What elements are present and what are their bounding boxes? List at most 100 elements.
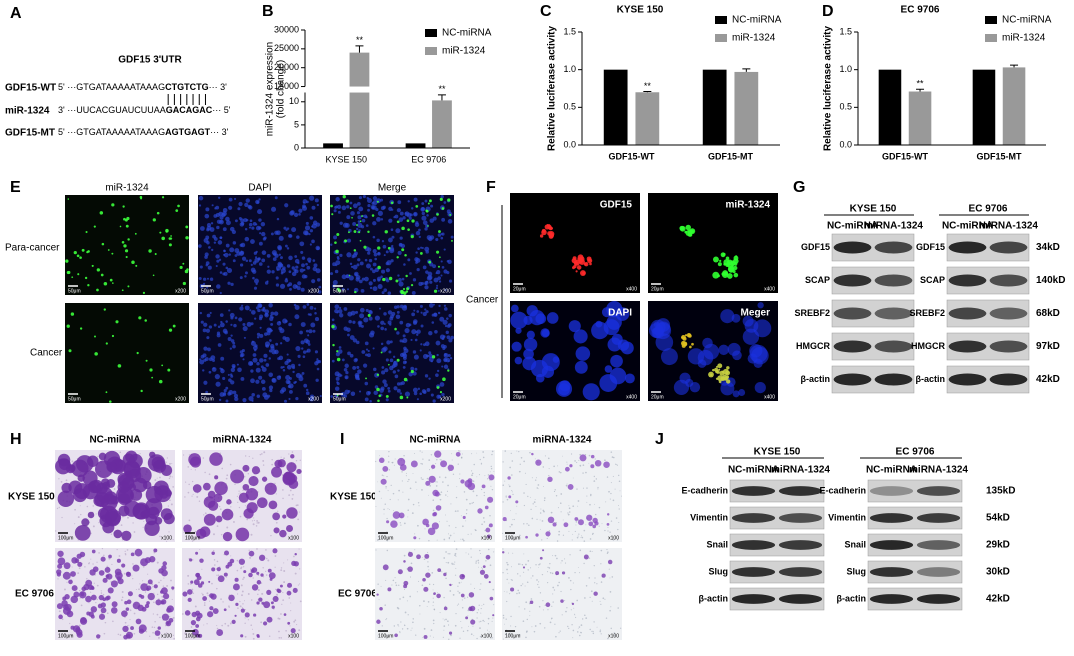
cell	[76, 553, 82, 559]
cell	[445, 618, 447, 621]
cell	[182, 262, 185, 265]
cell	[258, 218, 262, 222]
cell	[527, 560, 530, 562]
cell	[607, 637, 609, 640]
cell	[376, 216, 381, 222]
cell	[419, 252, 423, 255]
error-bar	[437, 94, 446, 101]
cell	[335, 197, 340, 202]
cell	[360, 225, 365, 229]
cell	[401, 340, 404, 343]
cell	[228, 253, 231, 256]
cell	[206, 241, 210, 245]
cell	[742, 315, 754, 327]
cell	[443, 353, 449, 358]
size-label: 29kD	[986, 540, 1010, 551]
cell	[130, 626, 134, 630]
cell	[56, 569, 62, 575]
cell	[57, 578, 59, 580]
cell	[284, 278, 289, 283]
cell	[605, 501, 607, 503]
cell	[478, 604, 480, 606]
cell	[230, 506, 232, 508]
cell	[415, 251, 418, 254]
cell	[447, 219, 453, 224]
error-bar	[742, 68, 751, 72]
cell	[111, 563, 113, 566]
cell	[165, 230, 168, 233]
cell	[560, 471, 562, 474]
cell	[518, 563, 520, 566]
cell	[288, 383, 294, 389]
cell	[476, 476, 478, 478]
cell	[216, 525, 219, 528]
cell	[502, 548, 504, 550]
column-label: miRNA-1324	[533, 435, 592, 446]
cell	[376, 238, 380, 243]
cell	[345, 199, 350, 203]
band	[948, 340, 987, 353]
cell	[502, 484, 505, 486]
cell	[557, 584, 559, 587]
cell	[453, 563, 455, 565]
cell	[165, 489, 172, 497]
cell	[190, 620, 197, 626]
cell	[481, 568, 483, 570]
cell	[206, 623, 208, 625]
cell	[225, 216, 230, 222]
cell	[237, 207, 241, 211]
cell	[296, 504, 299, 506]
cell	[506, 591, 508, 593]
protein-label: GDF15	[916, 242, 945, 252]
cell	[436, 539, 438, 541]
cell	[140, 558, 149, 567]
cell	[286, 462, 297, 473]
cell	[577, 567, 579, 569]
cell	[576, 599, 578, 602]
cell	[88, 562, 90, 564]
cell	[721, 272, 725, 276]
cell	[360, 324, 364, 328]
cell	[448, 279, 453, 283]
cell	[410, 338, 413, 342]
cell	[95, 601, 97, 604]
cell	[424, 199, 428, 203]
cell	[435, 485, 438, 487]
cell	[596, 626, 598, 628]
cell	[299, 330, 303, 335]
cell	[299, 568, 301, 570]
cell	[258, 241, 263, 246]
cell	[222, 227, 227, 232]
cell	[286, 283, 290, 287]
cell	[404, 589, 406, 591]
cell	[154, 253, 157, 256]
size-label: 135kD	[986, 486, 1015, 497]
cell	[394, 582, 397, 584]
cell	[193, 579, 200, 586]
cell	[185, 236, 189, 240]
cell	[458, 592, 461, 594]
cell	[574, 360, 588, 374]
cell	[299, 241, 305, 247]
cell	[349, 207, 352, 210]
cell	[252, 276, 255, 280]
cell	[589, 550, 592, 553]
cell	[166, 621, 170, 625]
cell	[417, 524, 419, 527]
cell	[239, 276, 243, 280]
cell	[510, 625, 512, 627]
cell	[471, 502, 473, 504]
cell	[255, 223, 258, 226]
cell	[248, 222, 253, 227]
cell	[377, 583, 379, 585]
cell	[503, 638, 504, 640]
cell	[416, 333, 419, 336]
cell	[217, 343, 222, 347]
cell	[280, 637, 282, 639]
cell	[417, 387, 421, 391]
cell	[336, 394, 339, 397]
cell	[523, 492, 525, 494]
cell	[428, 583, 431, 586]
cell	[256, 497, 268, 509]
cell	[301, 256, 306, 260]
